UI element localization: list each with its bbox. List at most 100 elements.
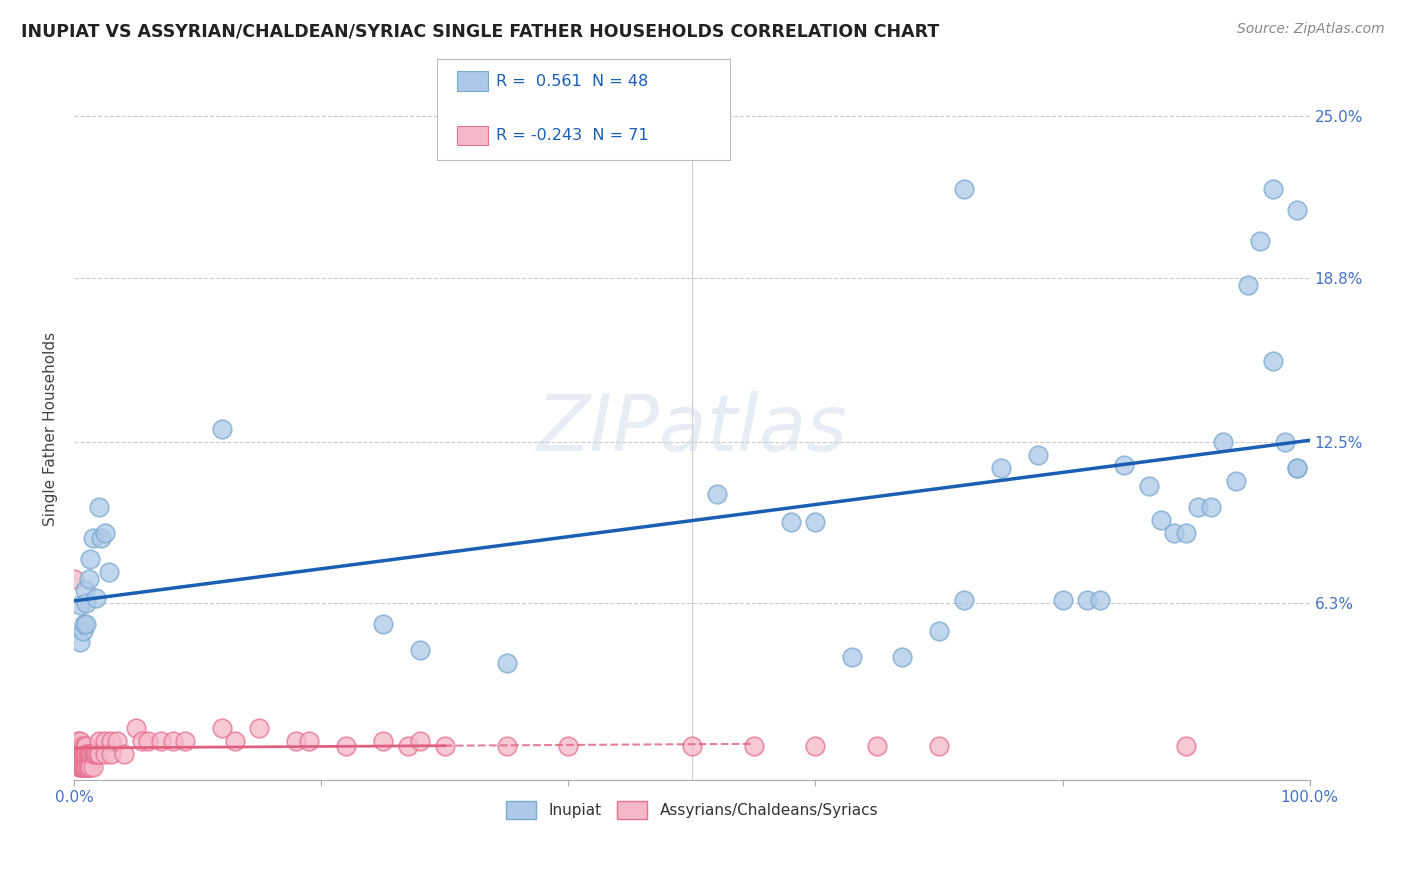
Point [66, 733, 89, 747]
Y-axis label: Single Father Households: Single Father Households [44, 332, 58, 525]
Point [681, 739, 703, 753]
Point [1076, 593, 1098, 607]
Point [75, 616, 97, 631]
Point [433, 739, 456, 753]
Point [298, 733, 321, 747]
Point [75, 739, 97, 753]
Point [75, 582, 97, 597]
Point [77, 759, 100, 773]
Point [90, 531, 112, 545]
Point [87, 747, 110, 761]
Point [82, 531, 104, 545]
Point [1150, 512, 1173, 526]
Point [79, 759, 101, 773]
Point [83, 747, 105, 761]
Point [1199, 500, 1222, 514]
Point [149, 733, 172, 747]
Point [82, 759, 104, 773]
Point [75, 759, 97, 773]
Point [75, 747, 97, 761]
Point [1137, 479, 1160, 493]
Point [224, 733, 246, 747]
Point [1249, 234, 1271, 248]
Point [100, 733, 122, 747]
Point [73, 759, 96, 773]
Point [249, 721, 271, 735]
Point [706, 486, 728, 500]
Point [1052, 593, 1074, 607]
Point [495, 656, 517, 670]
Point [1212, 434, 1234, 449]
Point [1225, 474, 1247, 488]
Point [75, 739, 97, 753]
Point [67, 739, 90, 753]
Point [557, 739, 579, 753]
Point [66, 747, 89, 761]
Point [409, 642, 432, 657]
Point [80, 747, 103, 761]
Text: ZIPatlas: ZIPatlas [537, 391, 848, 467]
Point [125, 721, 148, 735]
Legend: Inupiat, Assyrians/Chaldeans/Syriacs: Inupiat, Assyrians/Chaldeans/Syriacs [499, 795, 884, 824]
Text: Source: ZipAtlas.com: Source: ZipAtlas.com [1237, 22, 1385, 37]
Point [86, 591, 108, 605]
Point [1114, 458, 1136, 472]
Point [1261, 182, 1284, 196]
Point [1274, 434, 1296, 449]
Point [990, 460, 1012, 475]
Text: R = -0.243  N = 71: R = -0.243 N = 71 [496, 128, 650, 143]
Point [76, 747, 98, 761]
Point [75, 596, 97, 610]
Point [72, 747, 94, 761]
Point [94, 525, 117, 540]
Point [131, 733, 153, 747]
Point [804, 515, 827, 529]
Point [495, 739, 517, 753]
Point [86, 747, 108, 761]
Point [76, 759, 98, 773]
Point [1261, 354, 1284, 368]
Point [105, 733, 128, 747]
Point [1237, 278, 1260, 293]
Point [1286, 460, 1309, 475]
Point [87, 733, 110, 747]
Point [75, 759, 97, 773]
Point [112, 747, 135, 761]
Point [79, 551, 101, 566]
Point [94, 747, 117, 761]
Point [1163, 525, 1185, 540]
Point [73, 747, 96, 761]
Point [841, 650, 863, 665]
Point [69, 599, 91, 613]
Point [742, 739, 765, 753]
Point [79, 747, 101, 761]
Point [779, 515, 801, 529]
Point [1175, 739, 1198, 753]
Point [136, 733, 159, 747]
Point [67, 747, 90, 761]
Point [1286, 460, 1309, 475]
Point [72, 624, 94, 639]
Point [804, 739, 827, 753]
Point [67, 759, 90, 773]
Point [928, 624, 950, 639]
Point [1286, 203, 1309, 218]
Point [86, 747, 108, 761]
Point [285, 733, 308, 747]
Point [69, 634, 91, 648]
Point [335, 739, 357, 753]
Point [952, 182, 974, 196]
Point [69, 759, 91, 773]
Point [162, 733, 184, 747]
Point [100, 747, 122, 761]
Point [396, 739, 419, 753]
Point [1187, 500, 1209, 514]
Point [371, 616, 394, 631]
Point [84, 747, 107, 761]
Point [1088, 593, 1111, 607]
Point [77, 573, 100, 587]
Point [866, 739, 889, 753]
Point [211, 421, 233, 435]
Point [77, 747, 100, 761]
Point [174, 733, 197, 747]
